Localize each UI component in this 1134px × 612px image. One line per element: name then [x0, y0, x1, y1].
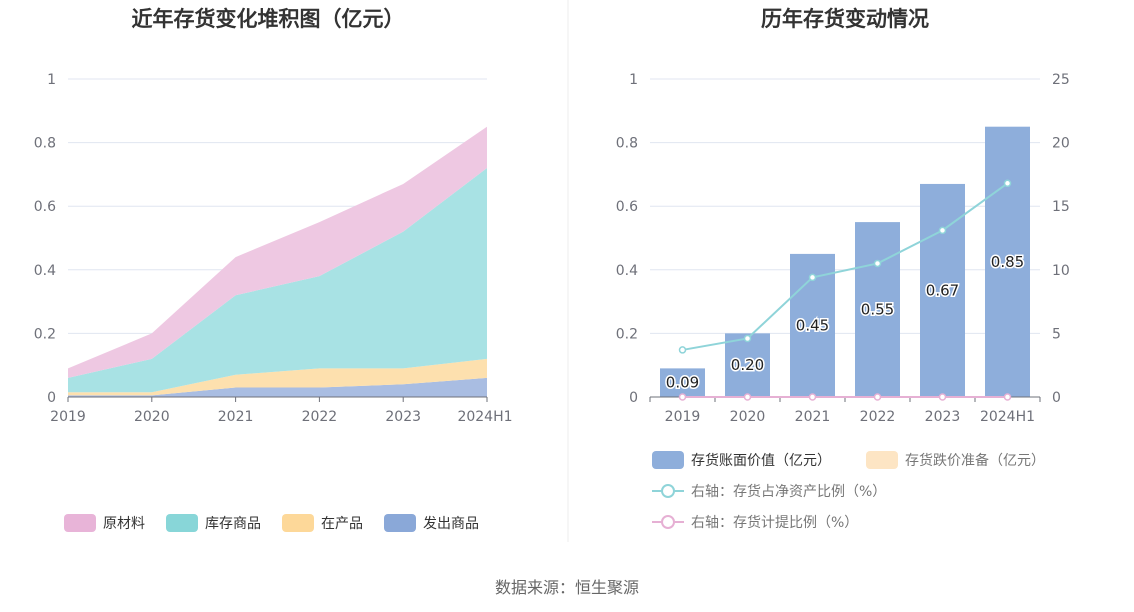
left-y-tick-label: 1 — [47, 72, 56, 88]
right-chart-legend: 存货账面价值（亿元） 存货跌价准备（亿元） 右轴：存货占净资产比例（%） 右轴：存货计… — [652, 451, 1045, 531]
left-x-tick-label: 2023 — [385, 409, 421, 425]
provision-ratio-point — [873, 393, 882, 401]
area-series-stock-goods — [68, 168, 487, 393]
left-x-tick-label: 2020 — [134, 409, 170, 425]
bar-data-label: 0.45 — [796, 316, 829, 334]
left-x-tick-label: 2022 — [302, 409, 338, 425]
left-x-tick-label: 2021 — [218, 409, 254, 425]
right-x-tick-label: 2021 — [795, 409, 831, 425]
provision-ratio-point — [1003, 393, 1012, 401]
area-series-wip — [68, 358, 487, 396]
legend-label-net-asset-ratio: 右轴：存货占净资产比例（%） — [691, 483, 886, 500]
inventory-bar — [725, 333, 770, 397]
right-y-tick-label: 0 — [629, 390, 638, 406]
inventory-bar — [855, 222, 900, 397]
right-y-tick-label: 0.8 — [616, 136, 638, 152]
right-y2-tick-label: 20 — [1052, 136, 1070, 152]
right-y2-tick-label: 0 — [1052, 390, 1061, 406]
provision-ratio-point — [743, 393, 752, 401]
left-legend-label: 原材料 — [103, 516, 145, 532]
net-asset-ratio-point — [743, 334, 752, 343]
left-legend-swatch — [282, 514, 314, 532]
bar-data-label: 0.55 — [861, 301, 894, 319]
left-y-tick-label: 0 — [47, 390, 56, 406]
right-y2-tick-label: 5 — [1052, 326, 1061, 342]
bar-data-label: 0.85 — [991, 253, 1024, 271]
net-asset-ratio-point — [1003, 179, 1012, 188]
right-y-tick-label: 0.4 — [616, 263, 638, 279]
legend-swatch-provision — [866, 451, 898, 469]
provision-ratio-point — [938, 393, 947, 401]
legend-marker-provision-ratio — [661, 515, 675, 529]
legend-swatch-book-value — [652, 451, 684, 469]
left-chart-legend: 原材料 库存商品 在产品 发出商品 — [64, 514, 479, 532]
bar-data-label: 0.09 — [666, 374, 699, 392]
bar-data-label: 0.20 — [731, 356, 764, 374]
right-y-tick-label: 0.2 — [616, 326, 638, 342]
right-y-tick-label: 1 — [629, 72, 638, 88]
net-asset-ratio-point — [808, 273, 817, 282]
right-y2-tick-label: 25 — [1052, 72, 1070, 88]
left-x-tick-label: 2019 — [50, 409, 86, 425]
stacked-area-chart: 0 0.2 0.4 0.6 0.8 1 2019 2020 2021 2022 2023 2024H1 — [34, 72, 513, 425]
right-x-tick-label: 2024H1 — [980, 409, 1035, 425]
provision-ratio-point — [808, 393, 817, 401]
right-x-tick-label: 2020 — [730, 409, 766, 425]
net-asset-ratio-line — [682, 182, 1009, 351]
area-series-shipped-goods — [68, 377, 487, 397]
left-legend-swatch — [64, 514, 96, 532]
left-legend-label: 在产品 — [321, 516, 363, 532]
legend-label-provision: 存货跌价准备（亿元） — [905, 452, 1045, 469]
bar-data-label: 0.67 — [926, 281, 959, 299]
legend-label-provision-ratio: 右轴：存货计提比例（%） — [691, 514, 858, 531]
data-source: 数据来源：恒生聚源 — [495, 578, 639, 597]
left-legend-label: 库存商品 — [205, 516, 261, 532]
right-x-tick-label: 2019 — [665, 409, 701, 425]
area-series-raw-material — [68, 126, 487, 378]
right-chart-title: 历年存货变动情况 — [761, 7, 929, 31]
left-y-tick-label: 0.2 — [34, 326, 56, 342]
right-y-tick-label: 0.6 — [616, 199, 638, 215]
left-y-tick-label: 0.8 — [34, 136, 56, 152]
left-legend-label: 发出商品 — [423, 516, 479, 532]
right-x-tick-label: 2023 — [925, 409, 961, 425]
left-legend-swatch — [384, 514, 416, 532]
inventory-bar — [985, 126, 1030, 397]
right-x-tick-label: 2022 — [860, 409, 896, 425]
inventory-bar — [660, 368, 705, 397]
right-y2-tick-label: 10 — [1052, 263, 1070, 279]
net-asset-ratio-point — [678, 346, 687, 354]
left-y-tick-label: 0.4 — [34, 263, 56, 279]
left-legend-swatch — [166, 514, 198, 532]
left-chart-title: 近年存货变化堆积图（亿元） — [132, 7, 405, 31]
legend-marker-net-asset-ratio — [661, 484, 675, 498]
left-y-tick-label: 0.6 — [34, 199, 56, 215]
provision-ratio-point — [678, 393, 687, 401]
net-asset-ratio-point — [873, 259, 882, 268]
left-x-tick-label: 2024H1 — [457, 409, 512, 425]
net-asset-ratio-point — [938, 226, 947, 235]
right-y2-tick-label: 15 — [1052, 199, 1070, 215]
legend-label-book-value: 存货账面价值（亿元） — [691, 452, 831, 469]
